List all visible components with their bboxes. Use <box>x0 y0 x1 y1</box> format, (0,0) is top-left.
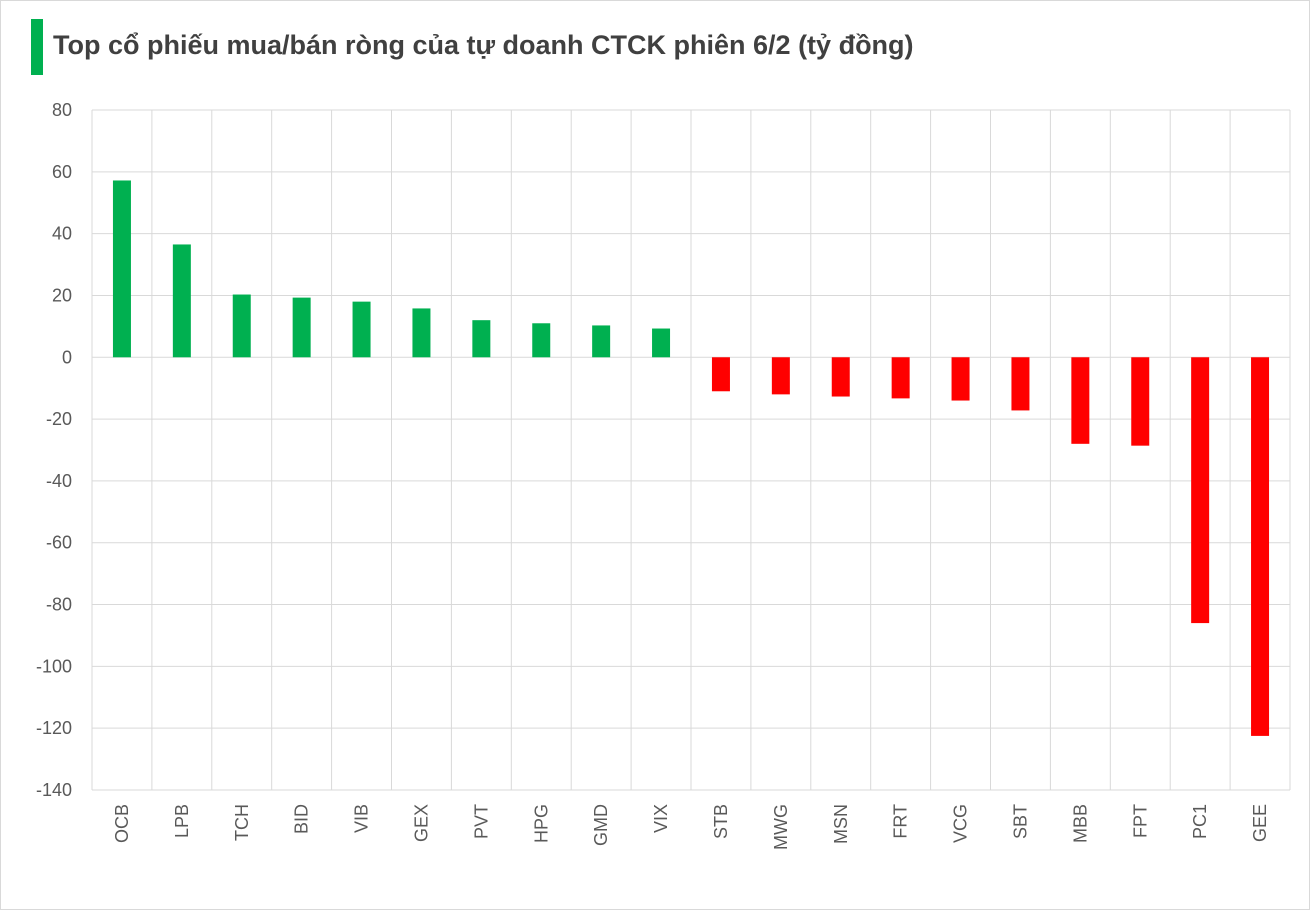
y-tick-label: 80 <box>52 100 72 120</box>
x-tick-label: GEE <box>1250 804 1270 842</box>
x-tick-label: BID <box>292 804 312 834</box>
bar-gmd <box>592 325 611 358</box>
bar-fpt <box>1131 357 1150 446</box>
x-tick-label: TCH <box>232 804 252 841</box>
y-tick-label: -100 <box>36 656 72 676</box>
x-tick-label: OCB <box>112 804 132 843</box>
x-tick-label: MSN <box>831 804 851 844</box>
y-tick-label: 60 <box>52 162 72 182</box>
y-tick-label: -140 <box>36 780 72 800</box>
y-tick-label: 20 <box>52 285 72 305</box>
x-tick-label: FPT <box>1130 804 1150 838</box>
y-tick-label: -80 <box>46 595 72 615</box>
y-tick-label: -60 <box>46 533 72 553</box>
bars <box>112 180 1270 736</box>
y-tick-label: -20 <box>46 409 72 429</box>
bar-mwg <box>771 357 790 395</box>
x-tick-label: SBT <box>1010 804 1030 839</box>
title-accent-bar <box>31 19 43 75</box>
bar-hpg <box>532 323 551 358</box>
x-tick-label: GEX <box>411 804 431 842</box>
chart-title: Top cổ phiếu mua/bán ròng của tự doanh C… <box>53 30 914 60</box>
y-tick-label: -120 <box>36 718 72 738</box>
x-tick-label: VIB <box>352 804 372 833</box>
bar-bid <box>292 297 311 358</box>
bar-tch <box>232 294 251 358</box>
bar-stb <box>711 357 730 392</box>
x-tick-label: GMD <box>591 804 611 846</box>
bar-mbb <box>1071 357 1090 444</box>
x-tick-label: FRT <box>891 804 911 839</box>
bar-vib <box>352 301 371 358</box>
bar-gee <box>1251 357 1270 736</box>
bar-vix <box>652 328 671 358</box>
bar-pvt <box>472 320 491 358</box>
x-tick-label: PC1 <box>1190 804 1210 839</box>
y-tick-label: -40 <box>46 471 72 491</box>
bar-sbt <box>1011 357 1030 411</box>
y-tick-label: 0 <box>62 347 72 367</box>
x-tick-label: VCG <box>951 804 971 843</box>
x-tick-label: PVT <box>471 804 491 839</box>
x-axis-ticks: OCB LPB TCH BID VIB GEX PVT HPG GMD VIX STB MWG MSN F… <box>112 804 1270 850</box>
x-tick-label: LPB <box>172 804 192 838</box>
grid-lines <box>91 109 1291 791</box>
bar-lpb <box>172 244 191 358</box>
y-tick-label: 40 <box>52 224 72 244</box>
bar-vcg <box>951 357 970 401</box>
y-axis-ticks: 80 60 40 20 0 -20 -40 -60 -80 -100 -120 -140 <box>36 100 72 800</box>
x-tick-label: HPG <box>531 804 551 843</box>
x-tick-label: STB <box>711 804 731 839</box>
bar-frt <box>891 357 910 399</box>
bar-pc1 <box>1191 357 1210 624</box>
bar-gex <box>412 308 431 358</box>
bar-ocb <box>112 180 131 358</box>
x-tick-label: MWG <box>771 804 791 850</box>
x-tick-label: VIX <box>651 804 671 833</box>
bar-msn <box>831 357 850 397</box>
x-tick-label: MBB <box>1070 804 1090 843</box>
